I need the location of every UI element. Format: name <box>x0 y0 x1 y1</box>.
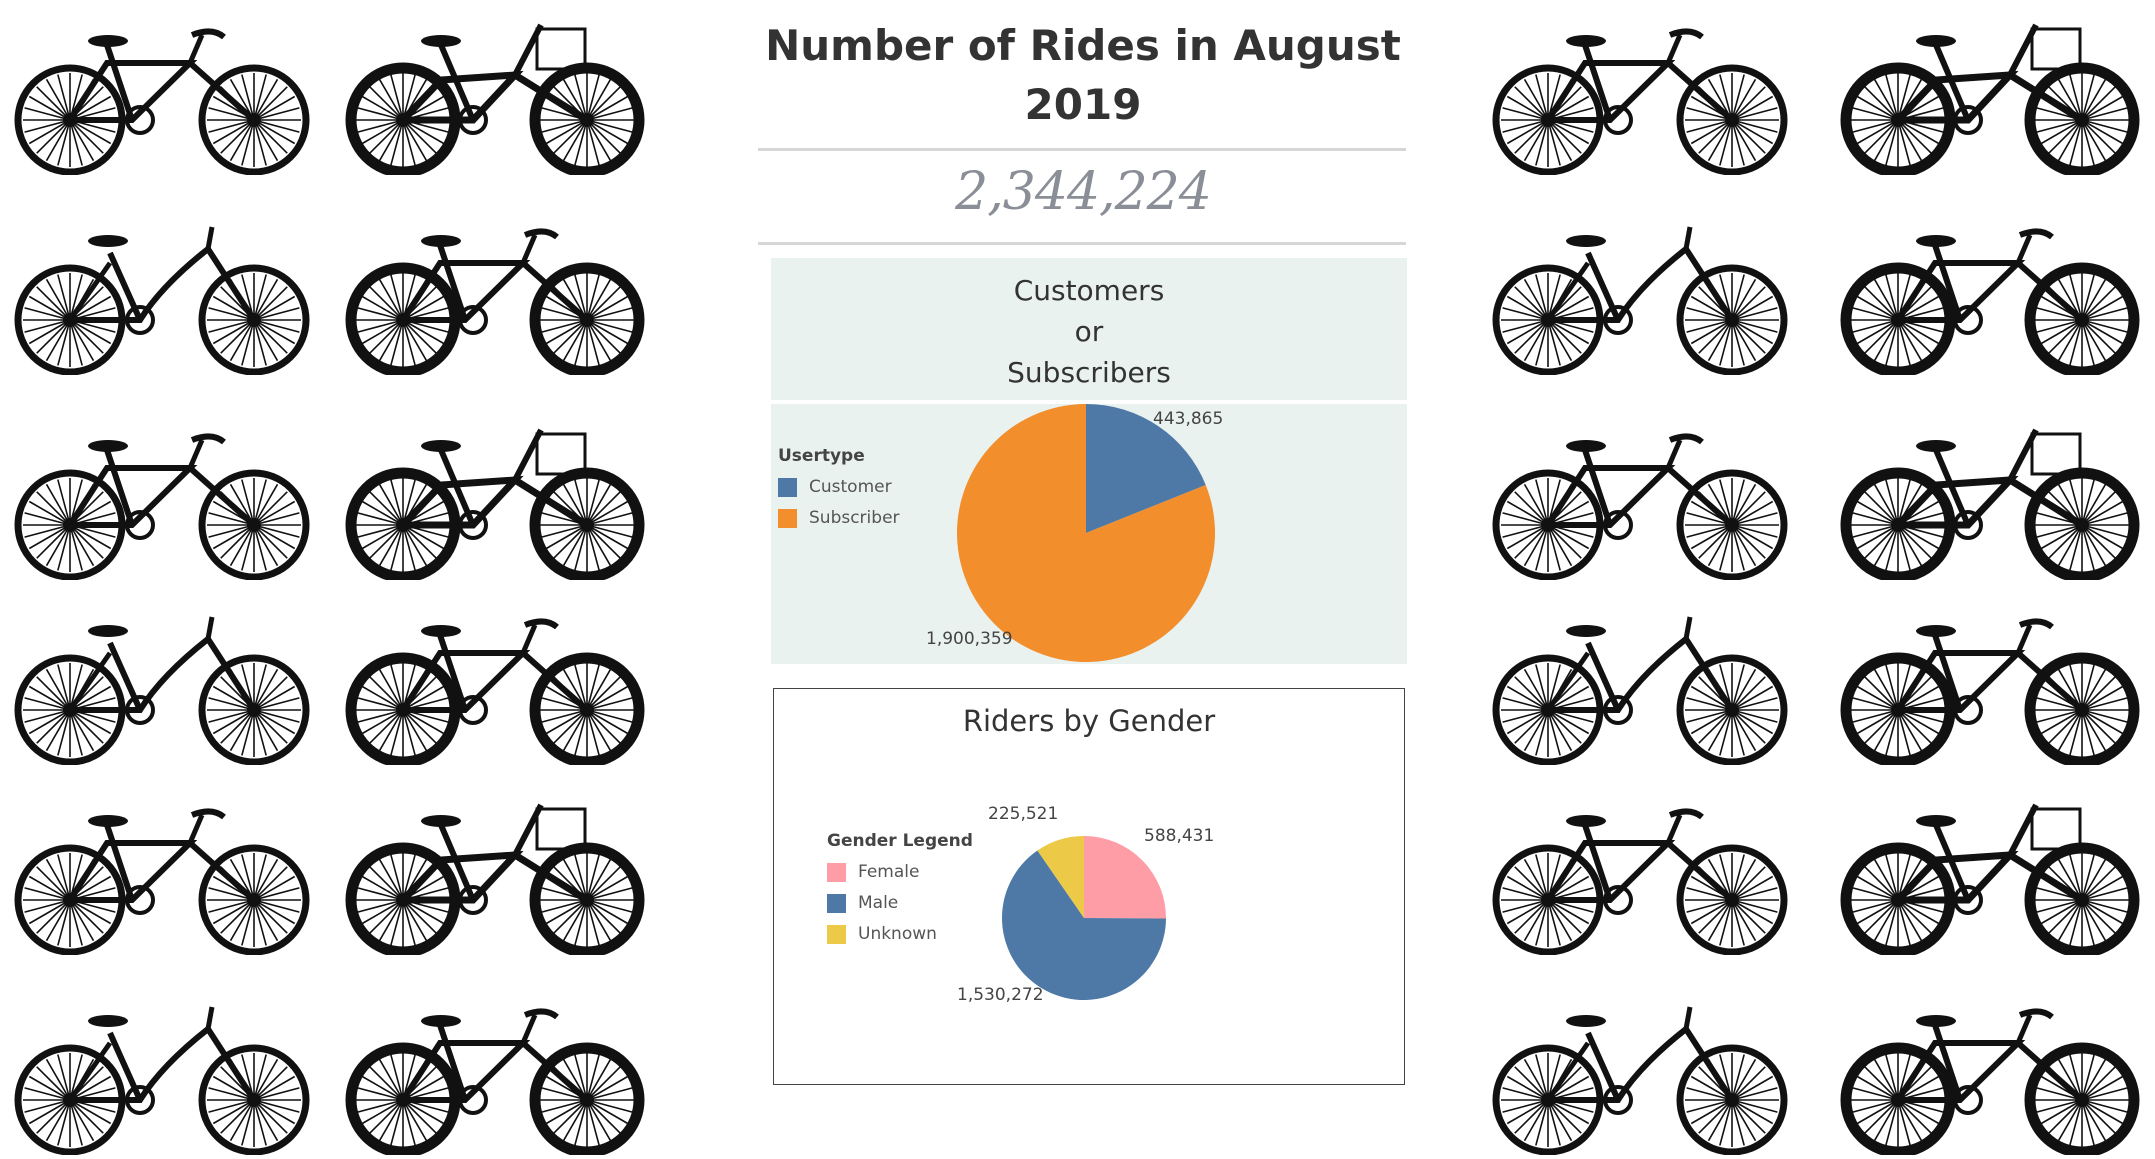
bicycle-icon <box>1840 985 2140 1159</box>
gender-chart-title: Riders by Gender <box>962 704 1216 738</box>
usertype-legend: Usertype Customer Subscriber <box>778 446 900 534</box>
usertype-chart-header: Customers or Subscribers <box>771 258 1407 400</box>
bicycle-icon <box>1840 205 2140 379</box>
bicycle-icon <box>345 5 645 179</box>
legend-item-male[interactable]: Male <box>827 888 973 919</box>
gender-pie-chart: 588,431 1,530,272 225,521 <box>957 804 1214 1005</box>
usertype-title-line: Customers <box>1013 274 1165 307</box>
legend-title: Gender Legend <box>827 831 973 851</box>
bicycle-icon <box>1490 410 1790 584</box>
data-label-customer: 443,865 <box>1153 409 1223 429</box>
bicycle-icon <box>1490 595 1790 769</box>
bicycle-icon <box>12 985 312 1159</box>
gender-chart-panel: Riders by Gender Gender Legend Female Ma… <box>773 688 1405 1085</box>
pie-slice-male[interactable] <box>1002 850 1166 1000</box>
legend-item-customer[interactable]: Customer <box>778 472 900 503</box>
bicycle-icon <box>12 595 312 769</box>
pie-slice-unknown[interactable] <box>1037 836 1084 918</box>
legend-label: Female <box>858 862 920 882</box>
bicycle-background-right <box>1475 0 2155 1158</box>
bicycle-icon <box>1840 5 2140 179</box>
legend-item-female[interactable]: Female <box>827 857 973 888</box>
usertype-chart-panel: Usertype Customer Subscriber 443,865 1,9… <box>771 404 1407 664</box>
legend-label: Male <box>858 893 899 913</box>
usertype-title-line: Subscribers <box>1007 356 1171 389</box>
data-label-unknown: 225,521 <box>988 804 1058 824</box>
bicycle-icon <box>345 410 645 584</box>
bicycle-icon <box>1840 785 2140 959</box>
bicycle-icon <box>345 595 645 769</box>
bicycle-icon <box>1490 5 1790 179</box>
legend-swatch-unknown <box>827 925 846 944</box>
divider <box>758 242 1406 245</box>
data-label-male: 1,530,272 <box>957 985 1044 1005</box>
legend-swatch-customer <box>778 478 797 497</box>
legend-label: Subscriber <box>809 508 900 528</box>
dashboard-title: Number of Rides in August 2019 <box>765 21 1401 129</box>
bicycle-icon <box>1840 595 2140 769</box>
legend-swatch-male <box>827 894 846 913</box>
legend-label: Unknown <box>858 924 937 944</box>
bicycle-icon <box>345 785 645 959</box>
dashboard: Number of Rides in August 2019 2,344,224… <box>758 0 1408 1085</box>
bicycle-background-left <box>0 0 665 1158</box>
usertype-title-line: or <box>1074 315 1104 348</box>
usertype-pie-chart: 443,865 1,900,359 <box>926 404 1223 662</box>
legend-swatch-female <box>827 863 846 882</box>
legend-label: Customer <box>809 477 892 497</box>
data-label-subscriber: 1,900,359 <box>926 629 1013 649</box>
bicycle-icon <box>12 205 312 379</box>
bicycle-icon <box>12 410 312 584</box>
bicycle-icon <box>12 5 312 179</box>
bicycle-icon <box>1840 410 2140 584</box>
data-label-female: 588,431 <box>1144 826 1214 846</box>
total-rides-value: 2,344,224 <box>955 162 1212 222</box>
bicycle-icon <box>345 985 645 1159</box>
bicycle-icon <box>345 205 645 379</box>
bicycle-icon <box>1490 985 1790 1159</box>
legend-item-subscriber[interactable]: Subscriber <box>778 503 900 534</box>
pie-slice-female[interactable] <box>1084 836 1166 919</box>
legend-title: Usertype <box>778 446 865 466</box>
bicycle-icon <box>12 785 312 959</box>
legend-swatch-subscriber <box>778 509 797 528</box>
bicycle-icon <box>1490 785 1790 959</box>
gender-legend: Gender Legend Female Male Unknown <box>827 831 973 950</box>
legend-item-unknown[interactable]: Unknown <box>827 919 973 950</box>
pie-slice-subscriber[interactable] <box>957 404 1215 662</box>
pie-slice-customer[interactable] <box>1086 404 1206 533</box>
bicycle-icon <box>1490 205 1790 379</box>
divider <box>758 148 1406 151</box>
